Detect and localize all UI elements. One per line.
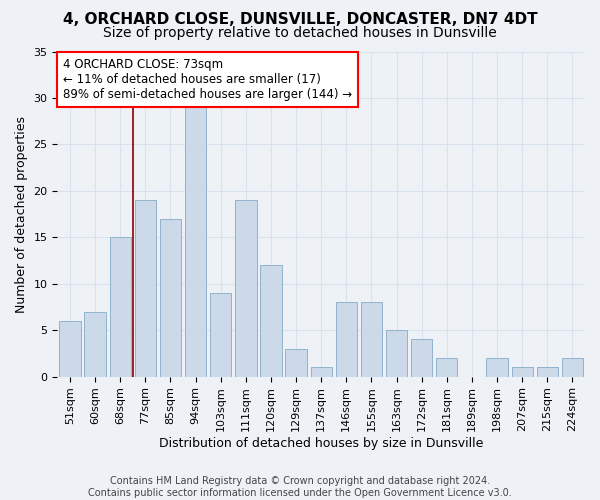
- Bar: [235, 200, 257, 376]
- Bar: [134, 200, 156, 376]
- Bar: [436, 358, 457, 376]
- Bar: [536, 368, 558, 376]
- Bar: [286, 348, 307, 376]
- Text: 4, ORCHARD CLOSE, DUNSVILLE, DONCASTER, DN7 4DT: 4, ORCHARD CLOSE, DUNSVILLE, DONCASTER, …: [62, 12, 538, 28]
- X-axis label: Distribution of detached houses by size in Dunsville: Distribution of detached houses by size …: [159, 437, 484, 450]
- Bar: [487, 358, 508, 376]
- Bar: [361, 302, 382, 376]
- Bar: [59, 321, 80, 376]
- Bar: [160, 218, 181, 376]
- Bar: [386, 330, 407, 376]
- Bar: [210, 293, 232, 376]
- Bar: [185, 107, 206, 376]
- Text: Size of property relative to detached houses in Dunsville: Size of property relative to detached ho…: [103, 26, 497, 40]
- Text: Contains HM Land Registry data © Crown copyright and database right 2024.
Contai: Contains HM Land Registry data © Crown c…: [88, 476, 512, 498]
- Text: 4 ORCHARD CLOSE: 73sqm
← 11% of detached houses are smaller (17)
89% of semi-det: 4 ORCHARD CLOSE: 73sqm ← 11% of detached…: [62, 58, 352, 101]
- Bar: [335, 302, 357, 376]
- Bar: [562, 358, 583, 376]
- Bar: [110, 238, 131, 376]
- Y-axis label: Number of detached properties: Number of detached properties: [15, 116, 28, 312]
- Bar: [260, 265, 281, 376]
- Bar: [311, 368, 332, 376]
- Bar: [512, 368, 533, 376]
- Bar: [411, 340, 433, 376]
- Bar: [85, 312, 106, 376]
